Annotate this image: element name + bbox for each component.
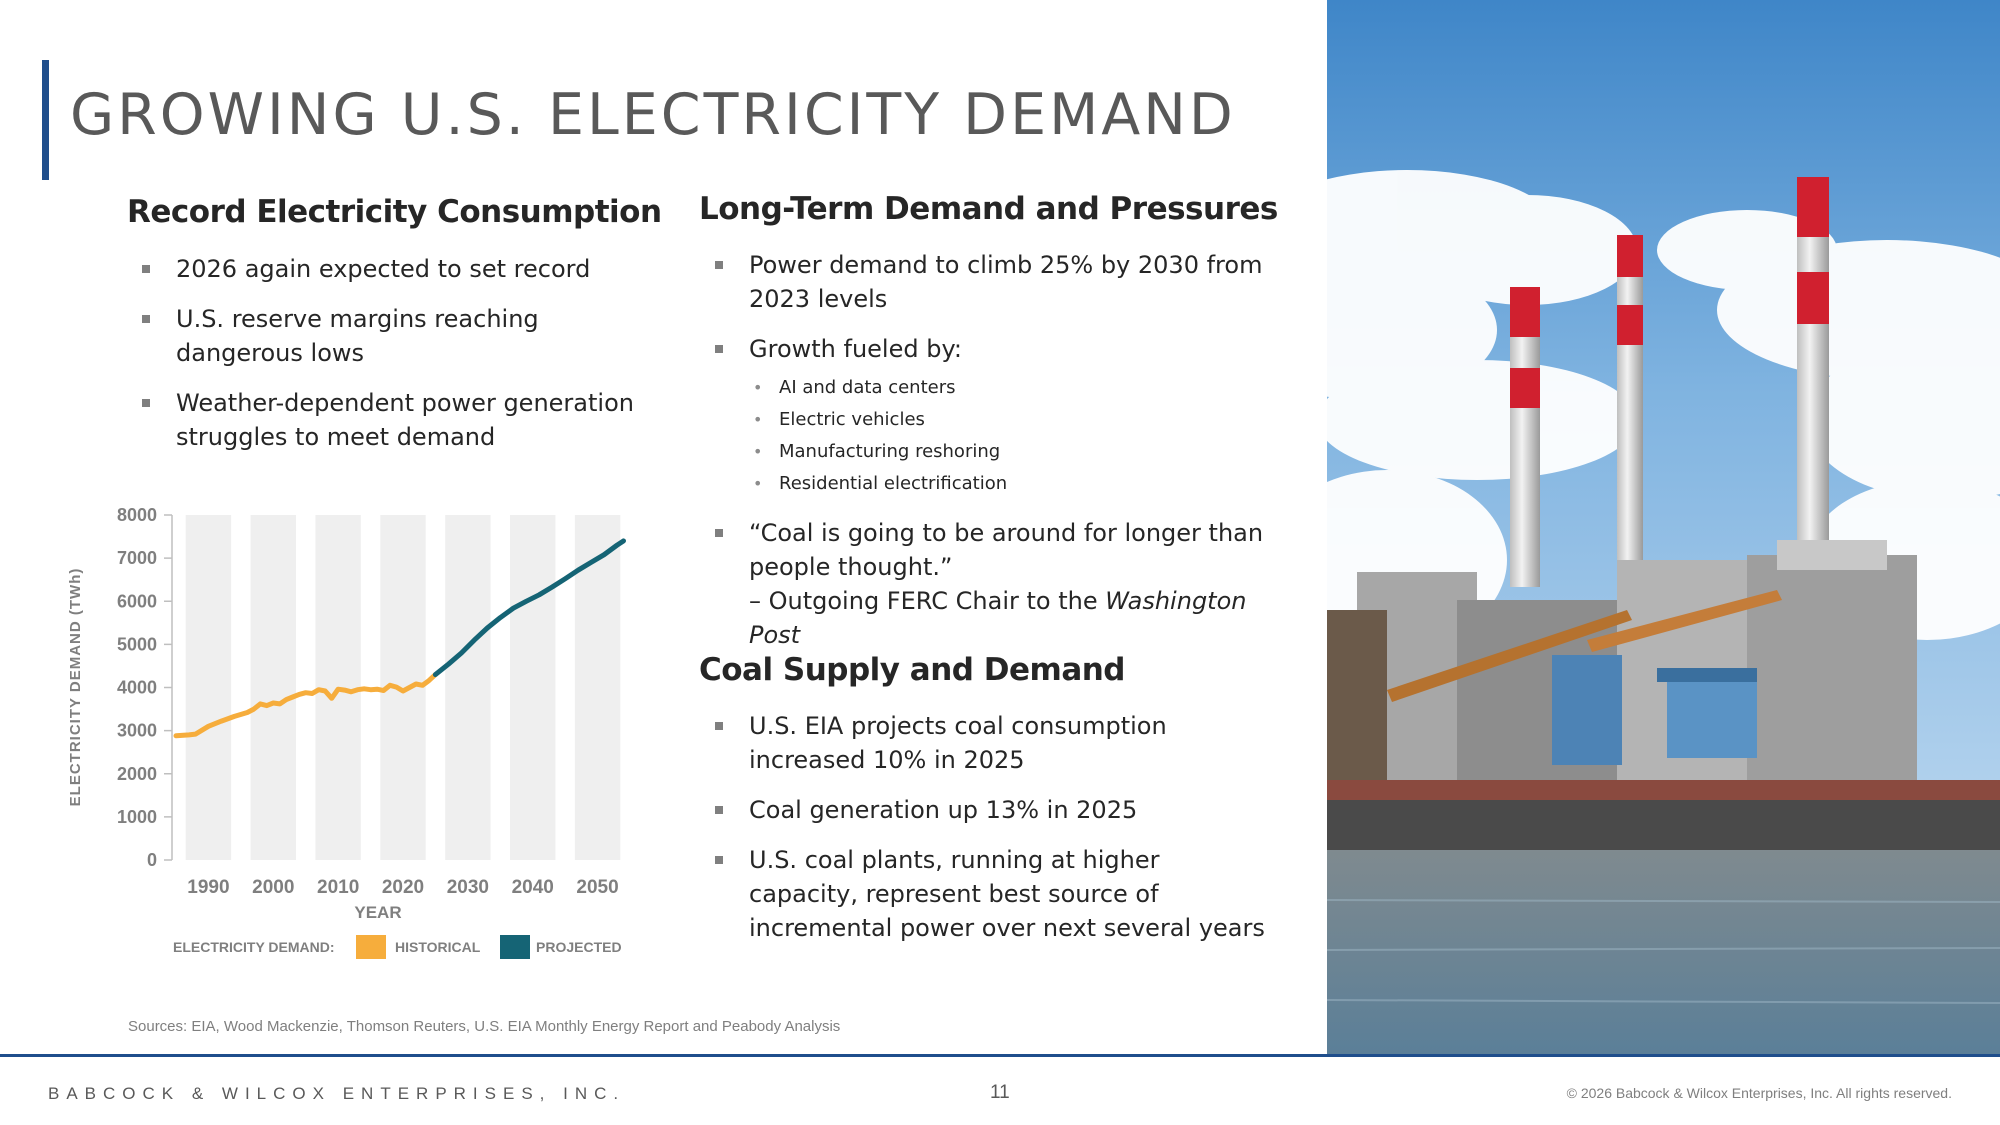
y-tick-label: 3000	[117, 721, 157, 741]
list-item: 2026 again expected to set record	[140, 252, 660, 286]
chart-band	[445, 515, 491, 860]
page-number: 11	[990, 1082, 1010, 1103]
y-axis-ticks: 0 1000 2000 3000 4000 5000 6000 7000 8000	[117, 505, 172, 870]
y-tick-label: 7000	[117, 548, 157, 568]
x-axis-label: YEAR	[354, 903, 401, 922]
bullet-square-icon	[715, 345, 723, 353]
coal-quote: “Coal is going to be around for longer t…	[749, 519, 1264, 581]
chart-band	[510, 515, 556, 860]
chart-series	[173, 538, 626, 739]
chart-band	[185, 515, 232, 860]
smokestack-middle	[1617, 235, 1643, 595]
list-item: Power demand to climb 25% by 2030 from 2…	[713, 248, 1273, 316]
coal-supply-list: U.S. EIA projects coal consumption incre…	[713, 709, 1273, 961]
bullet-square-icon	[715, 806, 723, 814]
list-item: U.S. reserve margins reaching dangerous …	[140, 302, 660, 370]
series-line-projected	[432, 538, 626, 678]
bullet-square-icon	[142, 265, 150, 273]
list-item: Coal generation up 13% in 2025	[713, 793, 1273, 827]
long-term-demand-list: Power demand to climb 25% by 2030 from 2…	[713, 248, 1273, 668]
y-tick-label: 0	[147, 850, 157, 870]
growth-drivers-list: • AI and data centers • Electric vehicles …	[749, 372, 1273, 500]
sources-note: Sources: EIA, Wood Mackenzie, Thomson Re…	[128, 1018, 841, 1035]
record-consumption-list: 2026 again expected to set record U.S. r…	[140, 252, 660, 470]
coal-supply-heading: Coal Supply and Demand	[699, 652, 1126, 688]
chart-band	[250, 515, 296, 860]
legend-title: ELECTRICITY DEMAND:	[173, 939, 335, 955]
bullet-square-icon	[715, 856, 723, 864]
x-axis-ticks: 1990 2000 2010 2020 2030 2040 2050	[187, 877, 618, 898]
smokestack-left	[1510, 287, 1540, 587]
list-item: • Manufacturing reshoring	[749, 436, 1273, 468]
y-tick-label: 2000	[117, 764, 157, 784]
slide-title: GROWING U.S. ELECTRICITY DEMAND	[70, 82, 1236, 148]
y-axis-label: ELECTRICITY DEMAND (TWh)	[67, 568, 84, 807]
electricity-demand-chart: 0 1000 2000 3000 4000 5000 6000 7000 8000 1990 20…	[67, 505, 626, 959]
series-line-historical	[173, 672, 438, 739]
footer-company-name: BABCOCK & WILCOX ENTERPRISES, INC.	[48, 1084, 626, 1103]
power-plant-illustration	[1327, 0, 2000, 1054]
bullet-dot-icon: •	[753, 474, 763, 493]
list-item: • Residential electrification	[749, 468, 1273, 500]
x-tick-label: 2050	[576, 877, 618, 898]
bullet-square-icon	[715, 529, 723, 537]
bullet-dot-icon: •	[753, 442, 763, 461]
legend-swatch-projected	[500, 935, 530, 959]
power-plant-photo	[1327, 0, 2000, 1054]
chart-bands	[185, 515, 621, 860]
bullet-square-icon	[142, 315, 150, 323]
y-tick-label: 8000	[117, 505, 157, 525]
list-item: Weather-dependent power generation strug…	[140, 386, 660, 454]
list-item: • Electric vehicles	[749, 404, 1273, 436]
y-tick-label: 6000	[117, 591, 157, 611]
legend-label-historical: HISTORICAL	[395, 939, 481, 955]
x-tick-label: 2030	[447, 877, 489, 898]
quote-item: “Coal is going to be around for longer t…	[713, 516, 1273, 652]
bullet-square-icon	[715, 261, 723, 269]
long-term-demand-heading: Long-Term Demand and Pressures	[699, 191, 1278, 227]
bullet-square-icon	[715, 722, 723, 730]
chart-band	[574, 515, 621, 860]
x-tick-label: 2010	[317, 877, 359, 898]
quote-attribution-prefix: – Outgoing FERC Chair to the	[749, 587, 1106, 615]
x-tick-label: 2000	[252, 877, 294, 898]
x-tick-label: 1990	[187, 877, 229, 898]
list-item: Growth fueled by: • AI and data centers •…	[713, 332, 1273, 500]
bullet-dot-icon: •	[753, 410, 763, 429]
quote-attribution-source: Washington Post	[749, 587, 1247, 649]
list-item: U.S. EIA projects coal consumption incre…	[713, 709, 1273, 777]
y-tick-label: 1000	[117, 807, 157, 827]
y-tick-label: 4000	[117, 678, 157, 698]
y-tick-label: 5000	[117, 634, 157, 654]
x-tick-label: 2020	[382, 877, 424, 898]
list-item: U.S. coal plants, running at higher capa…	[713, 843, 1273, 945]
x-tick-label: 2040	[512, 877, 554, 898]
record-consumption-heading: Record Electricity Consumption	[127, 194, 662, 230]
footer-divider	[0, 1054, 2000, 1057]
footer-copyright: © 2026 Babcock & Wilcox Enterprises, Inc…	[1566, 1085, 1952, 1101]
legend-swatch-historical	[356, 935, 386, 959]
legend-label-projected: PROJECTED	[536, 939, 622, 955]
bullet-square-icon	[142, 399, 150, 407]
title-accent-bar	[42, 60, 49, 180]
smokestack-right	[1797, 177, 1829, 587]
bullet-dot-icon: •	[753, 378, 763, 397]
list-item: • AI and data centers	[749, 372, 1273, 404]
